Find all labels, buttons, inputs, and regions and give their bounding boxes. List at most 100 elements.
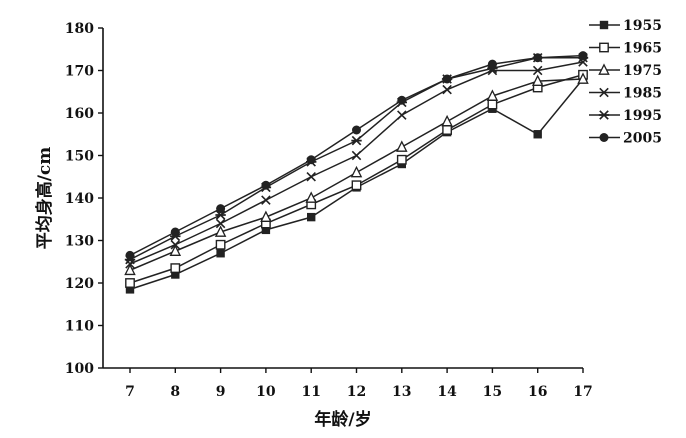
data-point [261,180,271,190]
x-tick-label: 17 [573,384,592,400]
data-point [487,59,497,69]
legend-label: 1975 [623,63,662,79]
data-point [397,110,407,120]
x-ticks: 7 8 9 10 11 12 13 14 15 16 17 [125,368,593,400]
x-tick-label: 8 [170,384,180,400]
data-point [216,204,226,214]
legend-label: 1985 [623,86,662,102]
data-point [532,65,543,76]
data-point [351,135,362,146]
data-point [215,218,226,229]
x-tick-label: 16 [528,384,547,400]
data-point [351,180,362,191]
data-point [396,154,407,165]
data-point [350,165,363,178]
data-point [531,74,544,86]
x-tick-label: 13 [392,384,411,400]
y-tick-label: 160 [65,106,94,122]
legend-item: 1985 [589,86,662,102]
data-point [171,270,180,279]
y-tick-label: 120 [65,276,94,292]
data-point [261,195,271,205]
data-point [125,285,135,294]
data-point [170,263,181,274]
data-point [352,125,361,135]
y-ticks: 100 110 120 130 140 150 160 170 180 [65,21,103,377]
legend-marker [599,87,609,98]
series-1965 [125,69,588,288]
legend-marker [598,110,610,120]
data-point [125,250,135,260]
x-tick-label: 12 [347,384,366,400]
data-point [170,227,180,237]
data-point [215,239,226,250]
legend-marker [599,133,609,142]
data-point [124,263,136,276]
legend-marker [599,20,609,30]
series-2005 [125,51,588,260]
y-tick-label: 110 [65,319,94,335]
data-point [351,150,362,161]
data-point [306,171,316,182]
legend-marker [598,63,610,75]
legend-label: 1995 [623,108,662,124]
data-point [125,278,135,288]
legend: 1955 1965 1975 1985 1995 2005 [589,18,662,147]
x-axis-title: 年龄/岁 [314,409,371,430]
data-point [260,210,272,222]
x-tick-label: 11 [301,384,320,400]
x-tick-label: 7 [125,384,135,400]
data-point [169,244,182,256]
data-point [442,74,452,84]
series-1975 [124,72,589,276]
data-point [306,155,316,165]
data-point [215,210,226,220]
data-point [396,140,408,152]
data-point [533,130,542,139]
series-1995 [124,52,589,265]
data-point [397,95,407,105]
legend-label: 1955 [623,18,662,34]
y-tick-label: 100 [65,361,94,377]
data-point [125,259,135,269]
data-point [170,239,181,250]
data-point [533,53,543,63]
data-point [214,225,227,237]
series-line [129,74,584,284]
data-point [486,89,499,101]
legend-item: 1965 [589,41,662,57]
legend-item: 1955 [589,18,662,34]
x-tick-label: 9 [216,384,226,400]
x-tick-label: 15 [483,384,502,400]
legend-item: 2005 [589,131,662,147]
data-point [442,84,452,95]
data-point [261,225,271,235]
x-tick-label: 10 [256,384,276,400]
legend-item: 1995 [589,108,662,124]
y-tick-label: 180 [65,21,94,37]
data-point [487,99,498,110]
x-tick-label: 14 [437,384,457,400]
data-point [441,114,453,127]
data-point [307,212,316,222]
y-tick-label: 170 [65,64,94,80]
data-point [216,249,225,258]
y-axis-title: 平均身高/cm [34,147,55,250]
y-tick-label: 140 [65,191,94,207]
data-point [577,72,589,84]
y-tick-label: 150 [65,149,94,165]
series-line [129,61,584,265]
data-point [578,57,588,67]
axes [102,28,583,369]
series-1985 [125,57,588,269]
y-tick-label: 130 [65,234,94,250]
data-point [305,191,317,203]
data-point [442,125,452,135]
legend-marker [599,42,609,53]
series-layer [124,51,589,294]
legend-label: 1965 [623,41,662,57]
data-point [578,51,588,61]
legend-label: 2005 [623,131,662,147]
legend-item: 1975 [589,63,662,79]
